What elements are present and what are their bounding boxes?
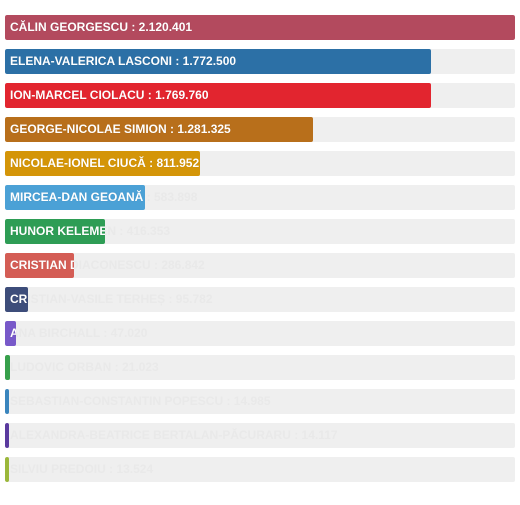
bar: [5, 49, 431, 74]
bar-label-clip: ION-MARCEL CIOLACU : 1.769.760: [5, 83, 431, 108]
bar-label-track: SILVIU PREDOIU : 13.524: [10, 462, 154, 476]
bar-label-track: SEBASTIAN-CONSTANTIN POPESCU : 14.985: [10, 394, 271, 408]
bar-row: ALEXANDRA-BEATRICE BERTALAN-PĂCURARU : 1…: [5, 423, 515, 448]
bar: [5, 151, 200, 176]
bar: [5, 287, 28, 312]
results-bar-chart: CĂLIN GEORGESCU : 2.120.401CĂLIN GEORGES…: [5, 15, 515, 491]
bar-label: GEORGE-NICOLAE SIMION : 1.281.325: [10, 122, 231, 136]
bar: [5, 15, 515, 40]
bar-label: ION-MARCEL CIOLACU : 1.769.760: [10, 88, 209, 102]
bar: [5, 253, 74, 278]
bar-label-track: CRISTIAN-VASILE TERHEȘ : 95.782: [10, 292, 213, 306]
bar-label: CĂLIN GEORGESCU : 2.120.401: [10, 20, 193, 34]
bar-row: CĂLIN GEORGESCU : 2.120.401CĂLIN GEORGES…: [5, 15, 515, 40]
bar-label: HUNOR KELEMEN : 416.353: [10, 224, 105, 238]
bar-row: ION-MARCEL CIOLACU : 1.769.760ION-MARCEL…: [5, 83, 515, 108]
bar-label-clip: LUDOVIC ORBAN : 21.023: [5, 355, 10, 380]
bar-row: SILVIU PREDOIU : 13.524SILVIU PREDOIU : …: [5, 457, 515, 482]
bar: [5, 457, 9, 482]
bar-label-clip: CRISTIAN DIACONESCU : 286.842: [5, 253, 74, 278]
bar-label-track: LUDOVIC ORBAN : 21.023: [10, 360, 159, 374]
bar: [5, 83, 431, 108]
bar-label-track: ALEXANDRA-BEATRICE BERTALAN-PĂCURARU : 1…: [10, 428, 338, 442]
bar-label-clip: ELENA-VALERICA LASCONI : 1.772.500: [5, 49, 431, 74]
bar-label-clip: GEORGE-NICOLAE SIMION : 1.281.325: [5, 117, 313, 142]
bar-label: CRISTIAN-VASILE TERHEȘ : 95.782: [10, 292, 28, 306]
bar-label-clip: ANA BIRCHALL : 47.020: [5, 321, 16, 346]
bar-label-clip: HUNOR KELEMEN : 416.353: [5, 219, 105, 244]
bar-label-clip: NICOLAE-IONEL CIUCĂ : 811.952: [5, 151, 200, 176]
bar: [5, 321, 16, 346]
bar: [5, 219, 105, 244]
bar-label-clip: ALEXANDRA-BEATRICE BERTALAN-PĂCURARU : 1…: [5, 423, 9, 448]
bar: [5, 355, 10, 380]
bar-row: ELENA-VALERICA LASCONI : 1.772.500ELENA-…: [5, 49, 515, 74]
bar-label-clip: CĂLIN GEORGESCU : 2.120.401: [5, 15, 515, 40]
bar-label: CRISTIAN DIACONESCU : 286.842: [10, 258, 74, 272]
bar-label: MIRCEA-DAN GEOANĂ : 583.898: [10, 190, 145, 204]
bar-row: SEBASTIAN-CONSTANTIN POPESCU : 14.985SEB…: [5, 389, 515, 414]
bar-row: GEORGE-NICOLAE SIMION : 1.281.325GEORGE-…: [5, 117, 515, 142]
bar-label: ANA BIRCHALL : 47.020: [10, 326, 16, 340]
bar: [5, 185, 145, 210]
bar: [5, 423, 9, 448]
bar-label: ELENA-VALERICA LASCONI : 1.772.500: [10, 54, 237, 68]
bar-row: LUDOVIC ORBAN : 21.023LUDOVIC ORBAN : 21…: [5, 355, 515, 380]
bar-label-clip: MIRCEA-DAN GEOANĂ : 583.898: [5, 185, 145, 210]
bar-row: ANA BIRCHALL : 47.020ANA BIRCHALL : 47.0…: [5, 321, 515, 346]
bar: [5, 117, 313, 142]
bar-label-clip: SILVIU PREDOIU : 13.524: [5, 457, 9, 482]
bar: [5, 389, 9, 414]
bar-label-clip: SEBASTIAN-CONSTANTIN POPESCU : 14.985: [5, 389, 9, 414]
bar-label-clip: CRISTIAN-VASILE TERHEȘ : 95.782: [5, 287, 28, 312]
bar-row: CRISTIAN-VASILE TERHEȘ : 95.782CRISTIAN-…: [5, 287, 515, 312]
bar-label-track: ANA BIRCHALL : 47.020: [10, 326, 148, 340]
bar-row: NICOLAE-IONEL CIUCĂ : 811.952NICOLAE-ION…: [5, 151, 515, 176]
bar-label: NICOLAE-IONEL CIUCĂ : 811.952: [10, 156, 200, 170]
